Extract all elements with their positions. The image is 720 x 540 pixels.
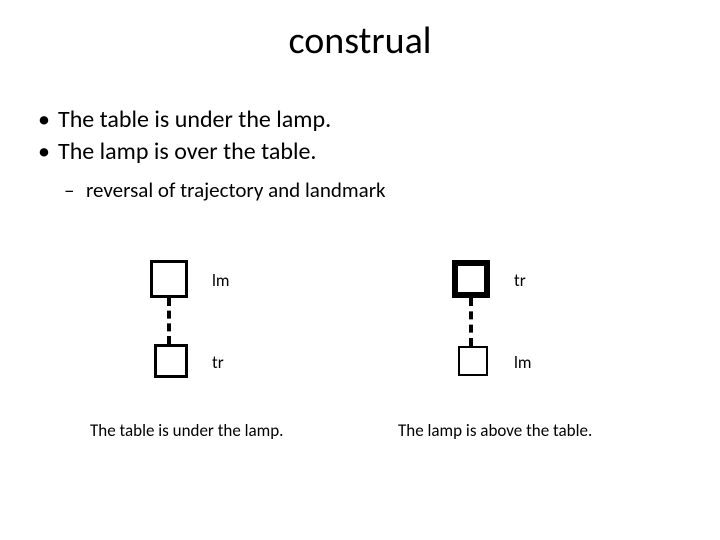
left-connector bbox=[167, 298, 171, 344]
bullet-1: The table is under the lamp. bbox=[38, 104, 720, 136]
left-top-box bbox=[150, 260, 188, 298]
diagram-area: lm tr The table is under the lamp. tr lm… bbox=[0, 260, 720, 520]
left-bottom-box bbox=[154, 344, 188, 378]
left-bottom-label: tr bbox=[212, 352, 224, 373]
right-top-label: tr bbox=[514, 270, 526, 291]
right-bottom-box bbox=[458, 346, 488, 376]
left-caption: The table is under the lamp. bbox=[90, 420, 283, 441]
bullet-2-sub: reversal of trajectory and landmark bbox=[38, 175, 720, 207]
left-top-label: lm bbox=[212, 270, 229, 291]
right-caption: The lamp is above the table. bbox=[398, 420, 592, 441]
right-connector bbox=[469, 298, 473, 346]
right-top-box bbox=[452, 260, 490, 298]
right-bottom-label: lm bbox=[514, 352, 531, 373]
bullet-list: The table is under the lamp. The lamp is… bbox=[0, 104, 720, 206]
bullet-2: The lamp is over the table. bbox=[38, 136, 720, 168]
slide-title: construal bbox=[0, 0, 720, 64]
